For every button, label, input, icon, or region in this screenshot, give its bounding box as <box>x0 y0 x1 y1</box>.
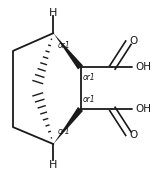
Polygon shape <box>53 33 83 69</box>
Text: H: H <box>49 160 57 170</box>
Text: OH: OH <box>136 104 152 114</box>
Text: or1: or1 <box>57 41 70 50</box>
Text: or1: or1 <box>83 95 95 104</box>
Polygon shape <box>53 107 83 144</box>
Text: or1: or1 <box>83 72 95 82</box>
Text: or1: or1 <box>57 127 70 136</box>
Text: O: O <box>130 130 138 140</box>
Text: H: H <box>49 8 57 18</box>
Text: OH: OH <box>136 62 152 72</box>
Text: O: O <box>130 36 138 46</box>
